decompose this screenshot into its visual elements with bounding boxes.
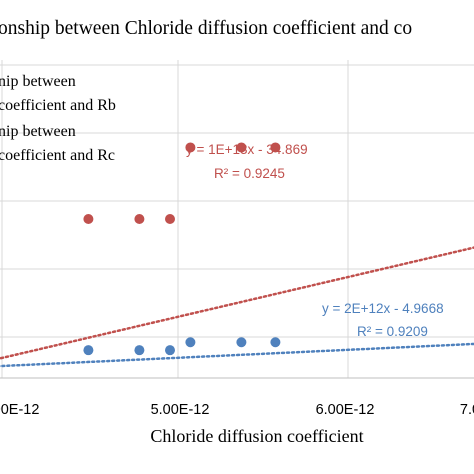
legend-rc-line2: coefficient and Rc — [0, 147, 115, 164]
data-point-rb — [185, 142, 196, 153]
trendline-rb — [0, 246, 474, 360]
x-tick-label: 5.00E-12 — [151, 402, 210, 418]
data-point-rb — [83, 214, 94, 224]
x-tick-label: 7.0 — [460, 402, 474, 418]
data-point-rc — [236, 337, 247, 348]
grid — [0, 60, 474, 378]
rc-equation-label: y = 2E+12x - 4.9668 — [322, 301, 444, 316]
data-point-rb — [165, 214, 175, 224]
data-points — [83, 142, 281, 356]
x-axis-ticks: 4.00E-12 5.00E-12 6.00E-12 7.0 — [0, 402, 474, 418]
legend-rc-line1: nip between — [0, 123, 76, 140]
legend: nip between coefficient and Rb nip betwe… — [0, 73, 116, 164]
data-point-rc — [83, 345, 94, 356]
chart-title: onship between Chloride diffusion coeffi… — [0, 18, 412, 39]
data-point-rc — [185, 337, 196, 348]
x-tick-label: 6.00E-12 — [316, 402, 375, 418]
legend-rb-line1: nip between — [0, 73, 76, 90]
trendlines — [0, 246, 474, 368]
data-point-rb — [270, 142, 281, 153]
trendline-rc — [0, 342, 474, 368]
data-point-rc — [134, 345, 145, 356]
data-point-rc — [165, 345, 175, 356]
rb-r2-label: R² = 0.9245 — [214, 166, 285, 181]
data-point-rc — [270, 337, 281, 348]
rc-r2-label: R² = 0.9209 — [357, 324, 428, 339]
data-point-rb — [134, 214, 145, 224]
x-tick-label: 4.00E-12 — [0, 402, 39, 418]
legend-rb-line2: coefficient and Rb — [0, 97, 116, 114]
rb-equation-label: y = 1E+13x - 34.869 — [186, 142, 308, 157]
x-axis-label: Chloride diffusion coefficient — [150, 426, 363, 446]
data-point-rb — [236, 142, 247, 153]
